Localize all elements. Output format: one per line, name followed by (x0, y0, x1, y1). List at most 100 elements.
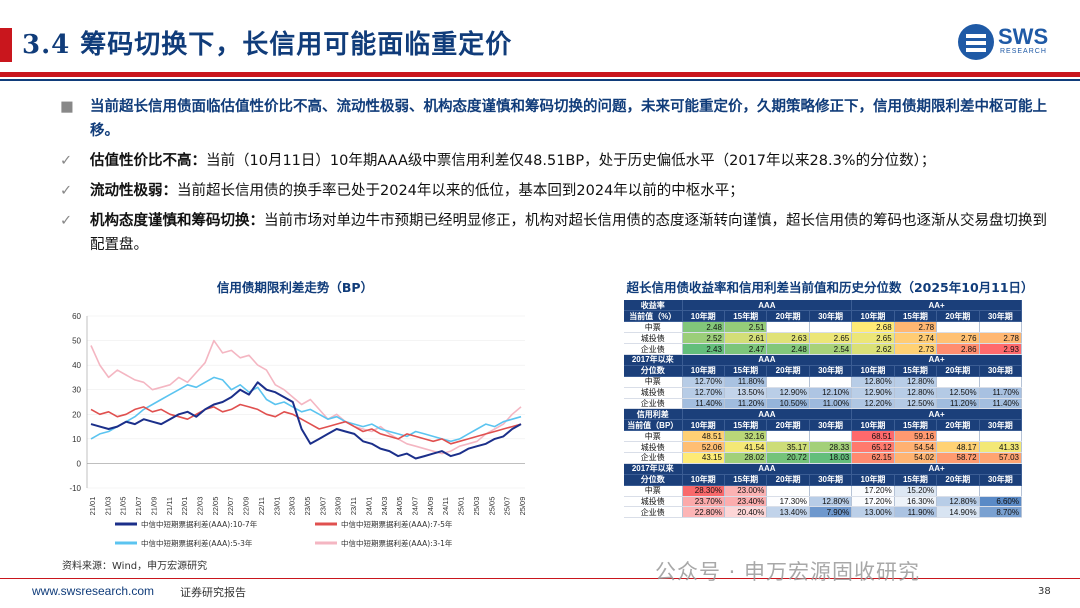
bond-type-label: 企业债 (624, 343, 683, 355)
table-row: 中票 12.70% 11.80% 12.80% 12.80% (624, 376, 1023, 388)
percentile-table: 收益率 AAA AA+ 当前值（%） 10年期 15年期 20年期 30年期 10年期 15年期 2… (624, 300, 1023, 519)
table-cell: 11.40% (979, 398, 1023, 410)
sub-bullet-liquidity: ✓ 流动性极弱：当前超长信用债的换手率已处于2024年以来的低位，基本回到202… (60, 179, 1060, 203)
term-header: 30年期 (809, 365, 853, 377)
chart-title: 信用债期限利差走势（BP） (216, 280, 374, 295)
table-cell: 11.00% (809, 398, 853, 410)
bond-type-label: 企业债 (624, 398, 683, 410)
row-header-label: 信用利差 (624, 408, 683, 421)
term-header: 15年期 (724, 310, 768, 323)
table-cell: 2.61 (724, 332, 768, 345)
table-cell: 2.48 (682, 321, 725, 334)
table-cell: 12.70% (682, 376, 725, 388)
legend-label: 中信中短期票据利差(AAA):3-1年 (341, 538, 453, 548)
table-row: 企业债 22.80% 20.40% 13.40% 7.90% 13.00% 11.90% 14… (624, 506, 1023, 519)
y-tick-label: 10 (72, 435, 81, 444)
table-cell: 28.33 (809, 441, 853, 453)
table-cell (766, 321, 810, 334)
y-tick-label: 20 (72, 410, 81, 419)
table-cell (809, 321, 853, 334)
sub-bullet-text: 当前（10月11日）10年期AAA级中票信用利差仅48.51BP，处于历史偏低水… (206, 153, 936, 169)
table-cell: 2.76 (936, 332, 980, 345)
x-tick-label: 24/11 (441, 497, 450, 515)
table-cell: 35.17 (766, 441, 810, 453)
table-cell: 2.48 (766, 343, 810, 355)
table-cell: 17.20% (851, 485, 895, 497)
table-cell: 2.86 (936, 343, 980, 355)
x-tick-label: 25/05 (487, 497, 496, 516)
table-cell: 2.43 (682, 343, 725, 355)
term-header: 10年期 (851, 419, 895, 432)
x-tick-label: 21/09 (149, 497, 158, 516)
main-bullet-text: 当前超长信用债面临估值性价比不高、流动性极弱、机构态度谨慎和筹码切换的问题，未来… (90, 99, 1047, 139)
bond-type-label: 城投债 (624, 332, 683, 345)
x-tick-label: 23/11 (349, 497, 358, 515)
table-cell: 12.90% (851, 387, 895, 399)
table-cell: 12.80% (851, 376, 895, 388)
table-cell: 13.40% (766, 506, 810, 519)
x-tick-label: 21/05 (119, 497, 128, 516)
sub-bullet-text: 当前市场对单边牛市预期已经明显修正，机构对超长信用债的态度逐渐转向谨慎，超长信用… (90, 213, 1047, 253)
table-cell: 13.50% (724, 387, 768, 399)
y-tick-label: 0 (77, 459, 82, 468)
y-tick-label: 60 (72, 312, 81, 321)
series-line (90, 376, 522, 443)
x-tick-label: 21/03 (103, 497, 112, 516)
table-row: 城投债 12.70% 13.50% 12.90% 12.10% 12.90% 12.80% 1… (624, 387, 1023, 399)
group-header-aaplus: AA+ (851, 408, 1022, 421)
table-cell: 2.51 (724, 321, 768, 334)
table-cell: 20.72 (766, 452, 810, 464)
table-cell: 59.16 (894, 430, 938, 443)
term-header: 10年期 (851, 474, 895, 486)
table-cell: 41.54 (724, 441, 768, 453)
table-cell: 17.20% (851, 496, 895, 508)
table-cell: 52.06 (682, 441, 725, 453)
term-header: 30年期 (809, 310, 853, 323)
group-header-aaplus: AA+ (851, 300, 1022, 312)
x-tick-label: 21/11 (165, 497, 174, 515)
x-tick-label: 22/01 (180, 497, 189, 516)
bond-type-label: 中票 (624, 485, 683, 497)
table-cell: 2.63 (766, 332, 810, 345)
x-tick-label: 24/03 (380, 497, 389, 516)
table-cell (766, 485, 810, 497)
table-cell: 14.90% (936, 506, 980, 519)
chart-source: 资料来源：Wind，申万宏源研究 (62, 561, 208, 572)
bond-type-label: 中票 (624, 376, 683, 388)
table-cell (979, 485, 1023, 497)
check-icon: ✓ (60, 213, 73, 229)
table-cell: 2.54 (809, 343, 853, 355)
x-tick-label: 23/01 (272, 497, 281, 516)
term-header: 15年期 (894, 419, 938, 432)
table-cell: 62.15 (851, 452, 895, 464)
x-tick-label: 24/05 (395, 497, 404, 516)
table-title: 超长信用债收益率和信用利差当前值和历史分位数（2025年10月11日） (626, 280, 1034, 295)
table-cell: 6.60% (979, 496, 1023, 508)
term-header: 30年期 (979, 474, 1023, 486)
table-cell: 11.70% (979, 387, 1023, 399)
term-header: 10年期 (682, 365, 725, 377)
table-header-row: 当前值（BP） 10年期 15年期 20年期 30年期 10年期 15年期 20年期 30年期 (624, 419, 1023, 432)
header-blue-rule (0, 79, 1080, 81)
group-header-aaa: AAA (682, 300, 853, 312)
table-cell: 2.74 (894, 332, 938, 345)
footer-company: 证券研究报告 (180, 586, 246, 599)
x-tick-label: 24/07 (411, 497, 420, 516)
table-row: 城投债 52.06 41.54 35.17 28.33 65.12 54.54 48.17 41… (624, 441, 1023, 453)
table-cell (809, 430, 853, 443)
table-cell: 10.50% (766, 398, 810, 410)
sub-bullet-text: 当前超长信用债的换手率已处于2024年以来的低位，基本回到2024年以前的中枢水… (177, 183, 744, 199)
term-header: 10年期 (851, 365, 895, 377)
x-tick-label: 21/07 (134, 497, 143, 516)
legend-label: 中信中短期票据利差(AAA):10-7年 (141, 519, 258, 529)
series-line (90, 339, 522, 455)
x-tick-label: 21/01 (88, 497, 97, 516)
table-header-row: 2017年以来 AAA AA+ (624, 354, 1022, 366)
table-cell: 12.80% (894, 376, 938, 388)
footer-url[interactable]: www.swsresearch.com (32, 584, 155, 598)
table-cell: 12.70% (682, 387, 725, 399)
table-cell: 11.40% (682, 398, 725, 410)
table-cell: 2.78 (894, 321, 938, 334)
table-cell: 11.20% (936, 398, 980, 410)
table-cell: 57.03 (979, 452, 1023, 464)
